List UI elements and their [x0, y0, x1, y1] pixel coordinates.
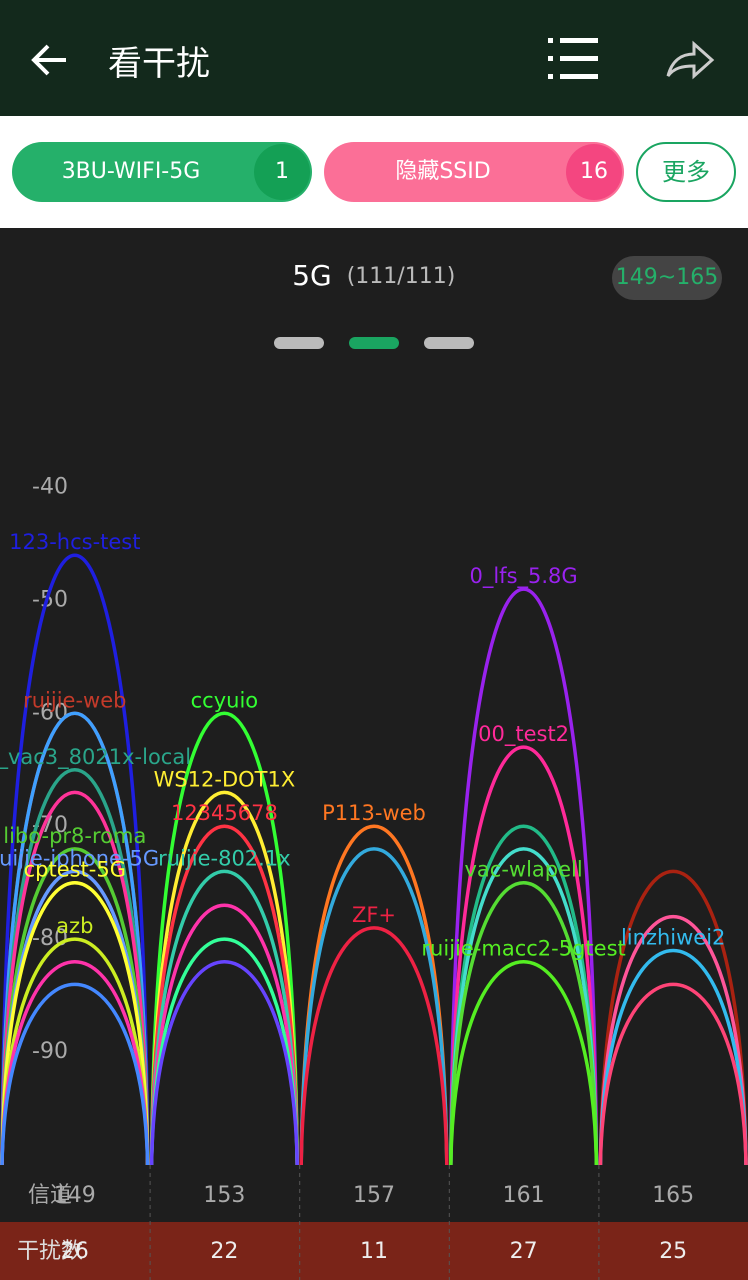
network-arc — [149, 903, 299, 1166]
network-label: 18k_vac3_8021x-local — [0, 745, 191, 770]
chart-subtitle: (111/111) — [347, 264, 456, 289]
network-arc — [149, 869, 299, 1166]
more-button[interactable]: 更多 — [636, 142, 736, 202]
network-label: 12345678 — [171, 801, 278, 825]
network-arc — [149, 790, 299, 1166]
x-tick-label: 157 — [353, 1183, 395, 1208]
network-label: ruijie-iphone-5G — [0, 846, 159, 870]
filter-bar: 3BU-WIFI-5G 1 隐藏SSID 16 更多 — [0, 116, 748, 228]
interference-count: 25 — [659, 1239, 687, 1264]
x-tick-label: 161 — [503, 1183, 545, 1208]
network-label: 00_test2 — [478, 722, 569, 747]
network-arc — [449, 587, 599, 1166]
interference-row — [0, 1222, 748, 1280]
network-label: ruijie-web — [23, 688, 126, 712]
x-tick-label: 149 — [54, 1183, 96, 1208]
network-label: azb — [56, 914, 93, 938]
range-label: 149~165 — [616, 265, 718, 290]
y-tick-label: -80 — [32, 926, 68, 951]
network-label: ZF+ — [352, 903, 396, 927]
network-arc — [149, 960, 299, 1166]
network-arc — [149, 937, 299, 1166]
share-button[interactable] — [664, 38, 716, 82]
network-arc — [299, 926, 449, 1166]
network-label: cptest-5G — [24, 858, 126, 882]
network-label: linzhiwei2 — [621, 925, 725, 949]
filter-label: 3BU-WIFI-5G — [61, 159, 201, 184]
network-label: ruijie-802.1x — [158, 846, 291, 870]
page-dot[interactable] — [424, 337, 474, 349]
interference-count: 22 — [210, 1239, 238, 1264]
network-label: 0_lfs_5.8G — [469, 564, 577, 589]
network-arc — [0, 982, 150, 1166]
menu-button[interactable] — [548, 36, 600, 82]
filter-count: 1 — [254, 144, 310, 200]
page-title: 看干扰 — [108, 44, 210, 84]
filter-count: 16 — [566, 144, 622, 200]
network-label: ruijie-macc2-5gtest — [421, 937, 625, 961]
network-arc — [449, 847, 599, 1166]
back-button[interactable] — [30, 40, 70, 80]
network-label: libo-pr8-roma — [3, 824, 146, 848]
network-arc — [449, 960, 599, 1166]
network-arc — [0, 790, 150, 1166]
network-label: vac-wlapell — [464, 858, 582, 882]
filter-label: 隐藏SSID — [395, 159, 491, 184]
network-arc — [598, 869, 748, 1166]
interference-count: 27 — [510, 1239, 538, 1264]
network-arc — [0, 960, 150, 1166]
interference-count: 11 — [360, 1239, 388, 1264]
interference-count: 26 — [61, 1239, 89, 1264]
top-bar: 看干扰 — [0, 0, 748, 116]
network-label: 123-hcs-test — [9, 530, 140, 554]
network-arc — [449, 880, 599, 1166]
interference-label: 干扰数 — [17, 1239, 83, 1264]
network-arc — [299, 847, 449, 1166]
range-pill[interactable] — [612, 256, 722, 300]
network-arc — [598, 982, 748, 1166]
x-tick-label: 165 — [652, 1183, 694, 1208]
network-arc — [598, 948, 748, 1166]
page-dot[interactable] — [274, 337, 324, 349]
filter-pill[interactable]: 3BU-WIFI-5G 1 — [12, 142, 312, 202]
network-arc — [149, 824, 299, 1166]
page-dot[interactable] — [349, 337, 399, 349]
network-arc — [0, 880, 150, 1166]
chart-title: 5G — [292, 259, 332, 292]
channel-axis-label: 信道 — [28, 1183, 72, 1208]
network-arc — [449, 745, 599, 1166]
network-label: WS12-DOT1X — [154, 767, 296, 791]
network-label: P113-web — [322, 801, 426, 825]
filter-pill[interactable]: 隐藏SSID 16 — [324, 142, 624, 202]
network-label: ccyuio — [191, 688, 259, 712]
x-tick-label: 153 — [203, 1183, 245, 1208]
chart: 5G (111/111) 149~165 信道 干扰数 -40-50-60-70… — [0, 228, 748, 1280]
network-arc — [0, 711, 150, 1166]
y-tick-label: -40 — [32, 474, 68, 499]
y-tick-label: -90 — [32, 1039, 68, 1064]
network-arc — [0, 553, 150, 1166]
network-arc — [149, 711, 299, 1166]
network-arc — [598, 915, 748, 1166]
network-arc — [0, 937, 150, 1166]
